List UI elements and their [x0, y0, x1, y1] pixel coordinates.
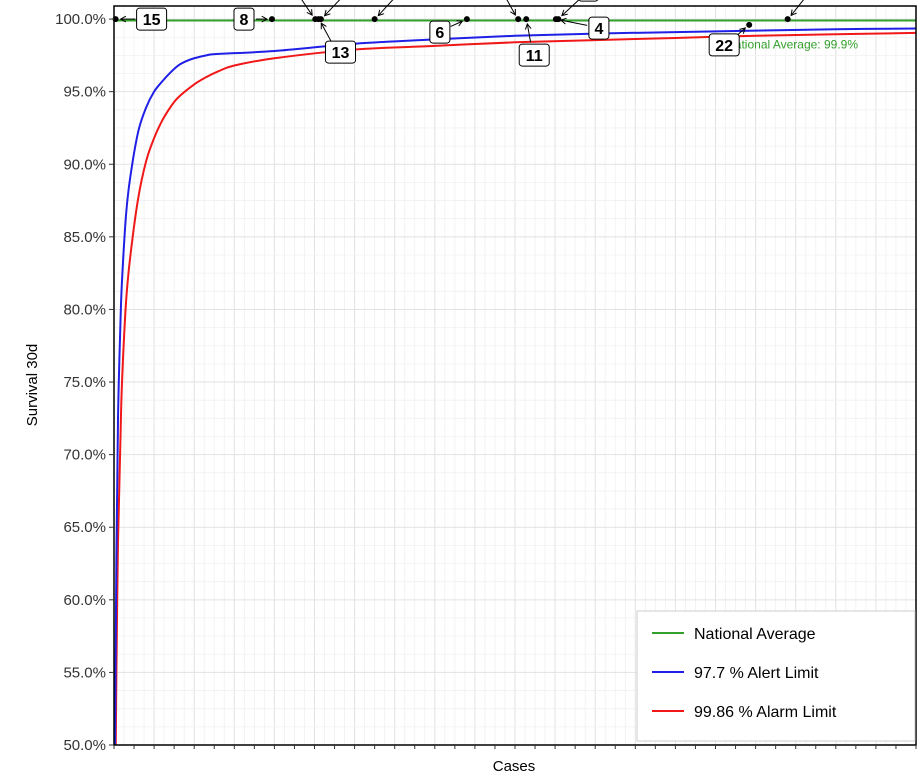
label-arrowhead-22	[739, 27, 747, 34]
hospital-point-6	[463, 16, 470, 23]
x-axis-title: Cases	[493, 758, 536, 775]
label-arrowhead-30	[323, 9, 331, 17]
y-tick-label: 65.0%	[63, 519, 106, 536]
hospital-point-1	[555, 16, 562, 23]
hospital-points	[112, 16, 791, 28]
y-tick-label: 55.0%	[63, 664, 106, 681]
label-arrowhead-6	[456, 20, 464, 27]
legend-label-national: National Average	[694, 626, 816, 643]
label-leader-1	[561, 0, 580, 16]
hospital-label-6: 6	[435, 25, 444, 42]
hospital-point-26	[371, 16, 378, 23]
label-leader-6	[450, 20, 463, 27]
hospital-point-11	[523, 16, 530, 23]
alarm-limit-line	[114, 31, 917, 746]
legend: National Average 97.7 % Alert Limit 99.86 …	[636, 610, 916, 742]
hospital-label-11: 11	[526, 48, 543, 65]
y-tick-label: 90.0%	[63, 156, 106, 173]
y-tick-label: 85.0%	[63, 229, 106, 246]
hospital-point-8	[268, 16, 275, 23]
label-box-15	[136, 7, 168, 31]
label-arrowhead-13	[320, 22, 327, 30]
legend-label-alarm: 99.86 % Alarm Limit	[694, 704, 837, 721]
label-arrowhead-12	[306, 9, 313, 17]
hospital-labels: 1581213302661711412223	[119, 0, 804, 67]
y-tick-label: 50.0%	[63, 737, 106, 754]
label-leader-4	[560, 19, 588, 26]
label-arrowhead-4	[559, 17, 567, 25]
legend-label-alert: 97.7 % Alert Limit	[694, 665, 819, 682]
y-tick-label: 95.0%	[63, 84, 106, 101]
label-arrowhead-1	[561, 9, 568, 17]
label-box-11	[518, 43, 550, 67]
label-arrowhead-8	[261, 15, 269, 23]
label-box-4	[588, 16, 610, 40]
y-tick-label: 80.0%	[63, 301, 106, 318]
hospital-label-15: 15	[143, 12, 161, 29]
y-tick-label: 70.0%	[63, 447, 106, 464]
hospital-point-30	[317, 16, 324, 23]
label-leader-11	[526, 23, 532, 43]
hospital-label-8: 8	[240, 12, 249, 29]
label-box-8	[233, 7, 255, 31]
y-axis: 50.0% 55.0% 60.0% 65.0% 70.0% 75.0% 80.0% 85.0%…	[55, 11, 114, 754]
label-arrowhead-26	[377, 9, 385, 17]
label-arrowhead-17	[510, 8, 516, 16]
hospital-label-22: 22	[715, 38, 733, 55]
label-box-1	[578, 0, 599, 2]
hospital-label-13: 13	[332, 45, 350, 62]
hospital-point-23	[784, 16, 791, 23]
label-box-6	[429, 20, 451, 44]
label-arrowhead-15	[119, 15, 127, 23]
x-axis	[113, 745, 917, 749]
hospital-label-4: 4	[594, 21, 603, 38]
hospital-point-22	[746, 21, 753, 28]
label-box-22	[708, 33, 740, 57]
alarm-limit-series	[114, 31, 917, 746]
label-leader-13	[320, 22, 332, 42]
label-arrowhead-23	[790, 9, 797, 17]
hospital-point-17	[515, 16, 522, 23]
y-tick-label: 60.0%	[63, 592, 106, 609]
national-average-annotation: National Average: 99.9%	[726, 38, 858, 52]
y-tick-label: 75.0%	[63, 374, 106, 391]
label-arrowhead-11	[524, 22, 532, 30]
y-axis-title: Survival 30d	[24, 344, 41, 427]
label-box-13	[325, 40, 357, 64]
y-tick-label: 100.0%	[55, 11, 106, 28]
